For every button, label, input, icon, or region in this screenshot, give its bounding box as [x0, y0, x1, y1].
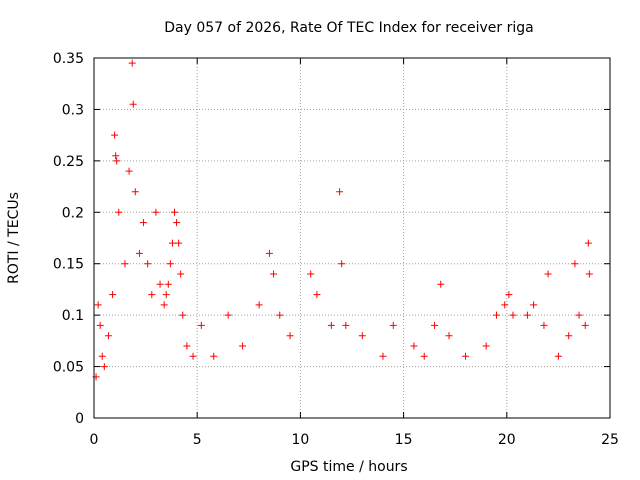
data-point — [160, 301, 168, 309]
data-point — [509, 311, 517, 319]
grid — [94, 58, 610, 418]
x-tick-label: 5 — [193, 432, 202, 448]
y-tick-label: 0.3 — [62, 102, 84, 118]
data-point — [104, 332, 112, 340]
data-point — [109, 291, 117, 299]
data-point — [492, 311, 500, 319]
plot-frame — [93, 57, 611, 419]
data-point — [179, 311, 187, 319]
data-point — [166, 260, 174, 268]
data-point — [307, 270, 315, 278]
data-point — [338, 260, 346, 268]
data-point — [584, 239, 592, 247]
data-point — [170, 208, 178, 216]
y-axis-label: ROTI / TECUs — [6, 192, 22, 284]
axis-ticks: 0 5 10 15 20 25 0 0.05 0.1 0.15 0.2 0.25 0.3 0.35 — [53, 51, 619, 448]
data-point — [128, 59, 136, 67]
data-point — [544, 270, 552, 278]
data-point — [327, 321, 335, 329]
data-point — [96, 321, 104, 329]
data-point — [265, 249, 273, 257]
y-tick-label: 0.35 — [53, 51, 84, 67]
data-point — [410, 342, 418, 350]
data-point — [177, 270, 185, 278]
data-point — [239, 342, 247, 350]
data-point — [358, 332, 366, 340]
data-point — [431, 321, 439, 329]
data-point — [581, 321, 589, 329]
data-point — [501, 301, 509, 309]
data-point — [183, 342, 191, 350]
data-point — [505, 291, 513, 299]
data-markers — [92, 59, 593, 381]
data-point — [313, 291, 321, 299]
x-tick-label: 15 — [395, 432, 413, 448]
data-point — [94, 301, 102, 309]
data-point — [140, 219, 148, 227]
data-point — [164, 280, 172, 288]
data-point — [173, 219, 181, 227]
data-point — [420, 352, 428, 360]
data-point — [125, 167, 133, 175]
data-point — [336, 188, 344, 196]
data-point — [565, 332, 573, 340]
data-point — [540, 321, 548, 329]
data-point — [100, 363, 108, 371]
y-tick-label: 0.2 — [62, 205, 84, 221]
data-point — [115, 208, 123, 216]
x-tick-label: 10 — [291, 432, 309, 448]
data-point — [144, 260, 152, 268]
data-point — [585, 270, 593, 278]
data-point — [462, 352, 470, 360]
data-point — [210, 352, 218, 360]
chart-title: Day 057 of 2026, Rate Of TEC Index for r… — [164, 20, 533, 36]
data-point — [437, 280, 445, 288]
data-point — [112, 152, 120, 160]
data-point — [389, 321, 397, 329]
data-point — [98, 352, 106, 360]
data-point — [197, 321, 205, 329]
data-point — [482, 342, 490, 350]
data-point — [379, 352, 387, 360]
y-tick-label: 0.1 — [62, 308, 84, 324]
data-point — [286, 332, 294, 340]
data-point — [270, 270, 278, 278]
data-point — [113, 157, 121, 165]
data-point — [135, 249, 143, 257]
x-tick-label: 0 — [90, 432, 99, 448]
data-point — [224, 311, 232, 319]
data-point — [111, 131, 119, 139]
data-point — [255, 301, 263, 309]
data-point — [530, 301, 538, 309]
data-point — [523, 311, 531, 319]
x-axis-label: GPS time / hours — [290, 459, 407, 475]
x-tick-label: 25 — [601, 432, 619, 448]
data-point — [189, 352, 197, 360]
x-tick-label: 20 — [498, 432, 516, 448]
y-tick-label: 0 — [75, 411, 84, 427]
data-point — [445, 332, 453, 340]
data-point — [575, 311, 583, 319]
data-point — [162, 291, 170, 299]
data-point — [554, 352, 562, 360]
data-point — [129, 100, 137, 108]
data-point — [571, 260, 579, 268]
data-point — [168, 239, 176, 247]
data-point — [152, 208, 160, 216]
data-point — [148, 291, 156, 299]
y-tick-label: 0.15 — [53, 257, 84, 273]
data-point — [156, 280, 164, 288]
data-point — [276, 311, 284, 319]
y-tick-label: 0.05 — [53, 360, 84, 376]
y-tick-label: 0.25 — [53, 154, 84, 170]
data-point — [131, 188, 139, 196]
data-point — [342, 321, 350, 329]
data-point — [121, 260, 129, 268]
data-point — [175, 239, 183, 247]
